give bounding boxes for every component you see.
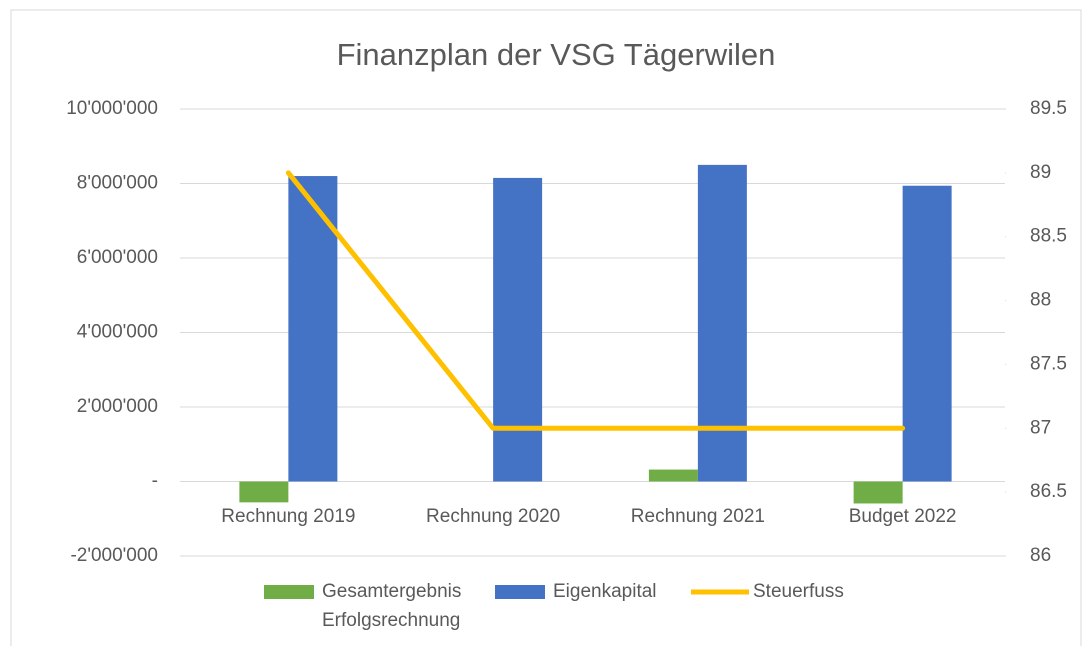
y-tick-label: 10'000'000	[66, 98, 158, 119]
y2-tick-label: 87	[1030, 417, 1051, 438]
x-tick-label: Rechnung 2021	[631, 506, 765, 527]
y2-tick-label: 86.5	[1030, 481, 1067, 502]
y-tick-label: 8'000'000	[77, 173, 158, 194]
y-tick-label: -	[152, 471, 158, 492]
y2-tick-label: 86	[1030, 545, 1051, 566]
y2-tick-label: 89	[1030, 162, 1051, 183]
legend-swatch	[495, 585, 545, 599]
legend-line: Erfolgsrechnung	[322, 610, 460, 631]
legend-swatch	[264, 585, 314, 599]
bar	[697, 164, 747, 482]
y-tick-label: -2'000'000	[70, 545, 158, 566]
bar	[239, 481, 289, 503]
x-tick-label: Budget 2022	[849, 506, 957, 527]
y2-tick-label: 88	[1030, 290, 1051, 311]
bar	[902, 185, 952, 482]
bar	[853, 481, 903, 504]
line	[285, 170, 906, 431]
y2-tick-label: 88.5	[1030, 226, 1067, 247]
legend-line: Gesamtergebnis	[322, 581, 461, 602]
bar	[493, 177, 543, 482]
y-tick-label: 4'000'000	[77, 322, 158, 343]
y-tick-label: 2'000'000	[77, 396, 158, 417]
legend-label: Steuerfuss	[753, 581, 844, 602]
legend-label: Gesamtergebnis Erfolgsrechnung	[322, 581, 461, 631]
x-tick-label: Rechnung 2020	[426, 506, 560, 527]
y2-tick-label: 87.5	[1030, 353, 1067, 374]
y-tick-label: 6'000'000	[77, 247, 158, 268]
x-tick-label: Rechnung 2019	[221, 506, 355, 527]
bar	[648, 469, 698, 482]
legend-label: Eigenkapital	[553, 581, 657, 602]
y2-tick-label: 89.5	[1030, 98, 1067, 119]
chart-title: Finanzplan der VSG Tägerwilen	[337, 37, 776, 72]
